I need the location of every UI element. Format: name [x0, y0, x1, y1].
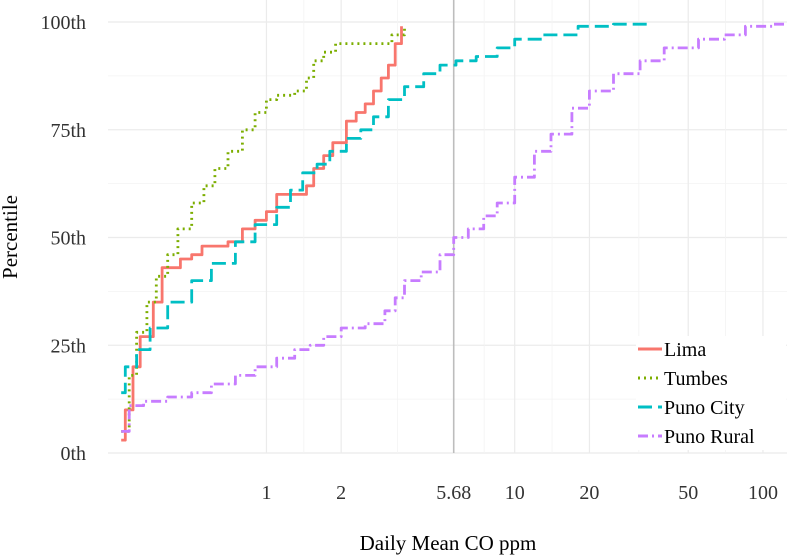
y-tick-label: 100th: [40, 12, 86, 34]
legend-item-lima: Lima: [638, 339, 706, 361]
series-lines: [121, 22, 787, 442]
series-line-puno-city: [121, 22, 652, 395]
legend: Lima Tumbes Puno City Puno Rural: [636, 336, 786, 450]
x-tick-label: 5.68: [436, 482, 471, 504]
y-tick-label: 75th: [50, 120, 86, 142]
series-line-tumbes: [121, 26, 406, 433]
legend-label-puno-rural: Puno Rural: [664, 426, 755, 448]
y-axis-ticks: 0th 25th 50th 75th 100th: [40, 12, 86, 465]
x-tick-label: 50: [678, 482, 698, 504]
series-line-lima: [121, 26, 403, 442]
legend-label-lima: Lima: [664, 339, 706, 361]
x-axis-ticks: 1 2 5.68 10 20 50 100: [261, 482, 777, 504]
legend-label-tumbes: Tumbes: [664, 368, 728, 390]
x-tick-label: 2: [336, 482, 346, 504]
legend-item-tumbes: Tumbes: [638, 368, 728, 390]
y-tick-label: 0th: [60, 443, 86, 465]
x-tick-label: 20: [579, 482, 599, 504]
x-tick-label: 100: [748, 482, 778, 504]
series-line-puno-rural: [121, 22, 787, 433]
legend-item-puno-city: Puno City: [638, 397, 745, 419]
legend-item-puno-rural: Puno Rural: [638, 426, 755, 448]
legend-background: [636, 336, 786, 450]
y-axis-title: Percentile: [0, 195, 22, 279]
x-tick-label: 10: [505, 482, 525, 504]
x-tick-label: 1: [261, 482, 271, 504]
y-tick-label: 50th: [50, 228, 86, 250]
legend-label-puno-city: Puno City: [664, 397, 745, 419]
y-tick-label: 25th: [50, 335, 86, 357]
x-axis-title: Daily Mean CO ppm: [360, 531, 537, 555]
